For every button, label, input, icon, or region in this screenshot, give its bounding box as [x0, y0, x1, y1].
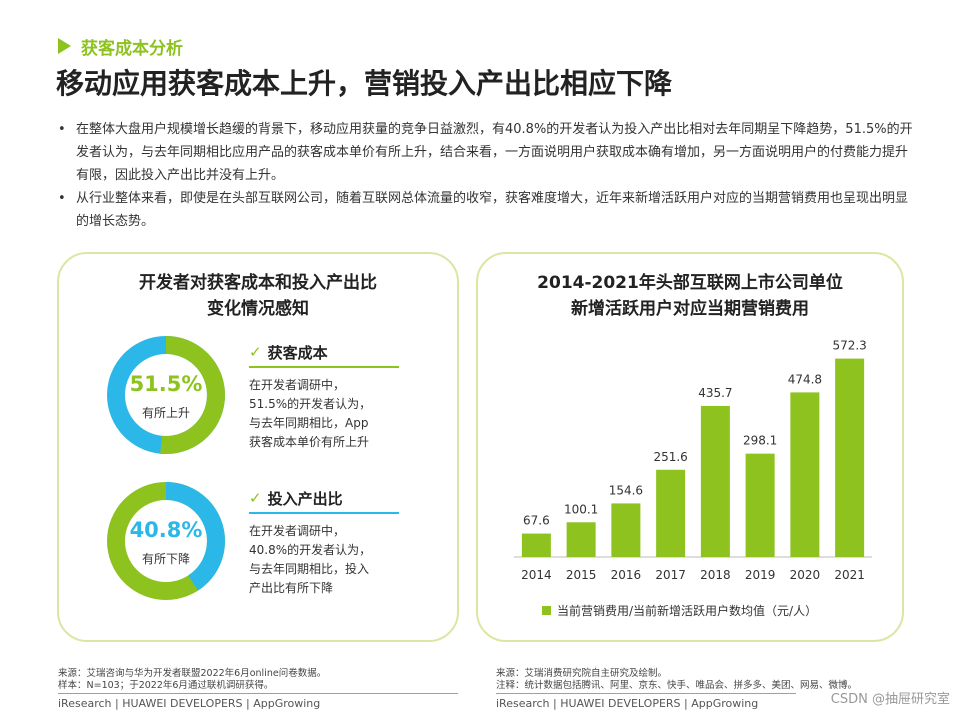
bar-value-label: 298.1 — [743, 434, 777, 448]
bar-chart: 67.6 2014 100.1 2015 154.6 2016 251.6 2017 435.7… — [514, 339, 872, 618]
footer-divider — [496, 693, 796, 694]
info2-heading: ✓ 投入产出比 — [249, 486, 399, 510]
chart-title-line2: 新增活跃用户对应当期营销费用 — [571, 299, 809, 319]
legend-label: 当前营销费用/当前新增活跃用户数均值（元/人） — [557, 603, 817, 618]
info-acquisition-cost: ✓ 获客成本 在开发者调研中， 51.5%的开发者认为， 与去年同期相比，App… — [249, 340, 399, 452]
x-tick-label: 2020 — [790, 568, 821, 582]
info2-line: 与去年同期相比，投入 — [249, 562, 370, 576]
survey-panel: 开发者对获客成本和投入产出比 变化情况感知 51.5% 有所上升 ✓ 获客成本 … — [57, 252, 459, 642]
bullet-text: 从行业整体来看，即使是在头部互联网公司，随着互联网总体流量的收窄，获客难度增大，… — [76, 191, 909, 229]
x-tick-label: 2018 — [700, 568, 731, 582]
bar-value-label: 154.6 — [609, 483, 643, 497]
info1-line: 51.5%的开发者认为， — [249, 397, 372, 411]
bar-2014 — [521, 533, 551, 557]
x-tick-label: 2015 — [566, 568, 597, 582]
donut-acquisition-cost: 51.5% 有所上升 — [103, 332, 229, 458]
x-tick-label: 2017 — [655, 568, 686, 582]
bar-2017 — [656, 469, 686, 557]
bullet-item: • 从行业整体来看，即使是在头部互联网公司，随着互联网总体流量的收窄，获客难度增… — [58, 187, 918, 233]
donut-chart-1 — [107, 336, 225, 454]
marketing-cost-panel: 2014-2021年头部互联网上市公司单位 新增活跃用户对应当期营销费用 67.… — [476, 252, 904, 642]
bullet-dot-icon: • — [58, 122, 66, 137]
bar-value-label: 67.6 — [523, 514, 550, 528]
donut2-percent: 40.8% — [129, 518, 203, 542]
x-tick-label: 2014 — [521, 568, 552, 582]
section-tag: 获客成本分析 — [58, 34, 183, 59]
info1-line: 与去年同期相比，App — [249, 416, 369, 430]
bullet-item: • 在整体大盘用户规模增长趋缓的背景下，移动应用获量的竞争日益激烈，有40.8%… — [58, 118, 918, 187]
bar-value-label: 572.3 — [832, 339, 866, 353]
page-title: 移动应用获客成本上升，营销投入产出比相应下降 — [56, 67, 673, 100]
info2-divider — [249, 512, 399, 514]
info1-heading: ✓ 获客成本 — [249, 340, 399, 364]
survey-title-line2: 变化情况感知 — [207, 299, 309, 319]
bar-2021 — [835, 358, 865, 557]
donut-value-arc — [107, 482, 225, 600]
source-left: 来源：艾瑞咨询与华为开发者联盟2022年6月online问卷数据。 样本：N=1… — [58, 668, 326, 692]
info1-line: 在开发者调研中， — [249, 378, 346, 392]
info2-line: 在开发者调研中， — [249, 524, 346, 538]
section-tag-label: 获客成本分析 — [81, 38, 183, 59]
footer-left: iResearch | HUAWEI DEVELOPERS | AppGrowi… — [58, 697, 321, 710]
info2-text: 在开发者调研中， 40.8%的开发者认为， 与去年同期相比，投入 产出比有所下降 — [249, 522, 399, 598]
watermark: CSDN @抽屉研究室 — [830, 692, 950, 707]
donut-roi: 40.8% 有所下降 — [103, 478, 229, 604]
x-tick-label: 2019 — [745, 568, 776, 582]
bar-2016 — [611, 503, 641, 557]
bar-2015 — [566, 522, 596, 557]
bullet-text: 在整体大盘用户规模增长趋缓的背景下，移动应用获量的竞争日益激烈，有40.8%的开… — [76, 122, 913, 183]
bar-value-label: 100.1 — [564, 502, 598, 516]
info1-heading-text: 获客成本 — [267, 343, 328, 362]
footer-divider — [58, 693, 458, 694]
source-line: 来源：艾瑞咨询与华为开发者联盟2022年6月online问卷数据。 — [58, 668, 327, 679]
footer-right: iResearch | HUAWEI DEVELOPERS | AppGrowi… — [496, 697, 759, 710]
play-triangle-icon — [58, 38, 71, 54]
info1-text: 在开发者调研中， 51.5%的开发者认为， 与去年同期相比，App 获客成本单价… — [249, 376, 399, 452]
legend-swatch — [542, 606, 551, 615]
donut1-percent: 51.5% — [129, 372, 203, 396]
source-line: 来源：艾瑞消费研究院自主研究及绘制。 — [496, 668, 668, 679]
check-icon: ✓ — [249, 343, 262, 361]
check-icon: ✓ — [249, 489, 262, 507]
bullet-list: • 在整体大盘用户规模增长趋缓的背景下，移动应用获量的竞争日益激烈，有40.8%… — [58, 118, 918, 233]
source-line: 注释：统计数据包括腾讯、阿里、京东、快手、唯品会、拼多多、美团、网易、微博。 — [496, 680, 858, 691]
bar-2019 — [745, 453, 775, 557]
donut-chart-2 — [107, 482, 225, 600]
info1-divider — [249, 366, 399, 368]
bar-2018 — [700, 405, 730, 557]
bar-value-label: 251.6 — [653, 450, 687, 464]
bar-value-label: 435.7 — [698, 386, 732, 400]
info2-heading-text: 投入产出比 — [267, 489, 343, 508]
donut-value-arc — [107, 336, 225, 454]
source-right: 来源：艾瑞消费研究院自主研究及绘制。 注释：统计数据包括腾讯、阿里、京东、快手、… — [496, 668, 857, 692]
bar-2020 — [790, 392, 820, 557]
info1-line: 获客成本单价有所上升 — [249, 435, 370, 449]
survey-title-line1: 开发者对获客成本和投入产出比 — [139, 273, 377, 293]
x-tick-label: 2016 — [611, 568, 642, 582]
bar-value-label: 474.8 — [788, 372, 822, 386]
info2-line: 产出比有所下降 — [249, 581, 334, 595]
bullet-dot-icon: • — [58, 191, 66, 206]
info-roi: ✓ 投入产出比 在开发者调研中， 40.8%的开发者认为， 与去年同期相比，投入… — [249, 486, 399, 598]
chart-title-line1: 2014-2021年头部互联网上市公司单位 — [537, 273, 843, 293]
info2-line: 40.8%的开发者认为， — [249, 543, 372, 557]
donut1-label: 有所上升 — [141, 406, 190, 420]
source-line: 样本：N=103；于2022年6月通过联机调研获得。 — [58, 680, 274, 691]
x-tick-label: 2021 — [834, 568, 865, 582]
survey-panel-title: 开发者对获客成本和投入产出比 变化情况感知 — [59, 270, 457, 322]
chart-title: 2014-2021年头部互联网上市公司单位 新增活跃用户对应当期营销费用 — [478, 270, 902, 322]
donut2-label: 有所下降 — [141, 552, 190, 566]
